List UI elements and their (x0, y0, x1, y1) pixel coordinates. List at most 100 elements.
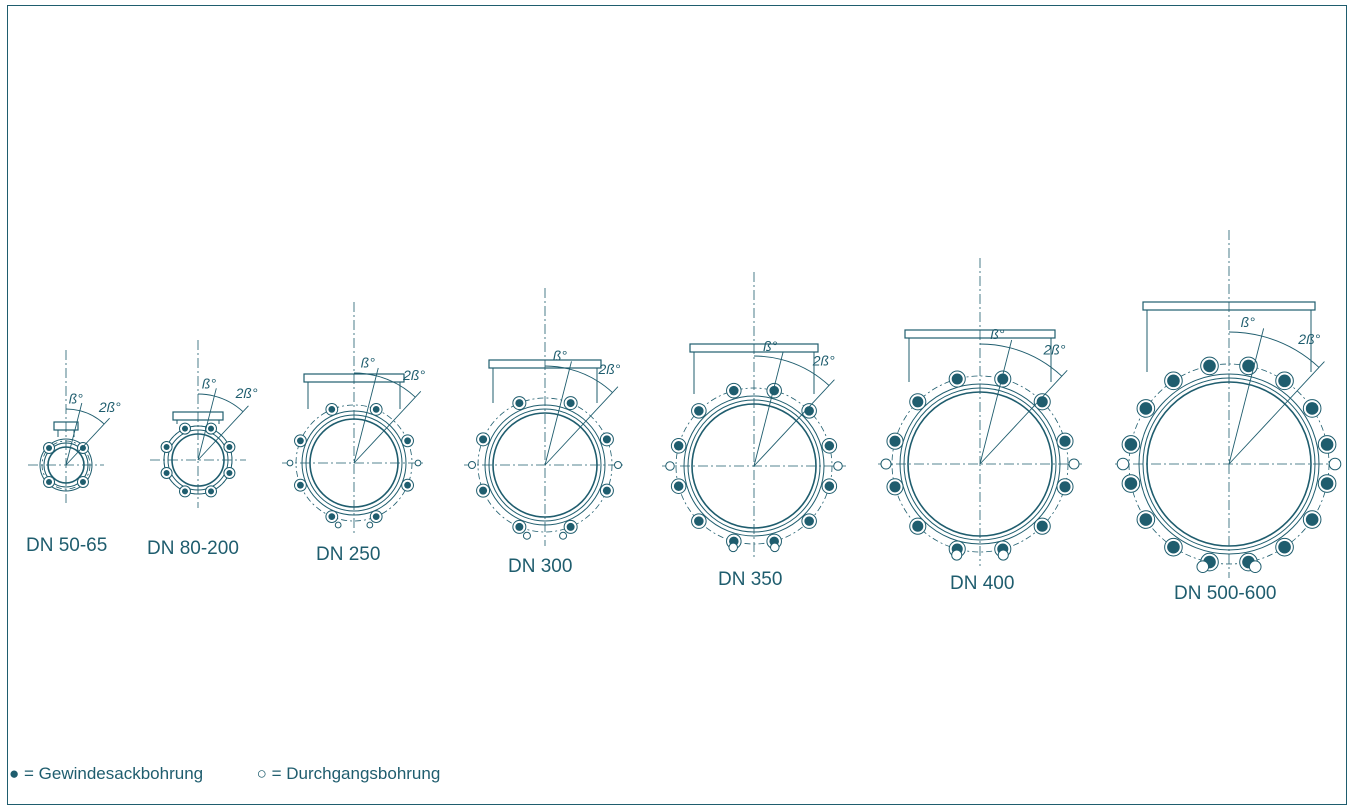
angle-line (353, 390, 422, 464)
beta-arc (753, 355, 782, 360)
threaded-hole (46, 478, 53, 485)
angle-line (544, 386, 619, 466)
through-hole (1248, 560, 1262, 574)
threaded-hole (163, 470, 170, 477)
beta-angle-label: ß° (763, 338, 778, 354)
flange-ring (488, 408, 602, 522)
flange-ring (47, 446, 85, 484)
threaded-hole (79, 445, 86, 452)
angle-line (1228, 328, 1265, 465)
bolt-circle (163, 425, 233, 495)
threaded-hole (1036, 520, 1048, 532)
two-beta-arc (376, 375, 416, 398)
through-hole (665, 461, 675, 471)
two-beta-angle-label: 2ß° (597, 361, 620, 377)
two-beta-arc (1009, 347, 1063, 377)
angle-line (753, 351, 784, 467)
legend-open-text: = Durchgangsbohrung (271, 764, 441, 783)
flange-ring (907, 391, 1053, 537)
through-hole (366, 521, 374, 529)
through-hole (614, 461, 622, 469)
beta-angle-label: ß° (202, 375, 217, 391)
flange-ring (39, 438, 93, 492)
threaded-hole (163, 443, 170, 450)
angle-line (979, 370, 1068, 465)
bolt-circle (675, 387, 833, 545)
flange-ring (167, 429, 229, 491)
legend: ● = Gewindesackbohrung ○ = Durchgangsboh… (9, 764, 440, 784)
threaded-hole (515, 399, 524, 408)
top-plate (488, 359, 602, 369)
two-beta-angle-label: 2ß° (402, 367, 425, 383)
angle-line (197, 405, 249, 461)
flange-ring (1138, 373, 1320, 555)
through-hole (1068, 458, 1080, 470)
bolt-circle (41, 440, 91, 490)
threaded-hole (1139, 513, 1153, 526)
threaded-hole (46, 445, 53, 452)
threaded-hole (912, 396, 924, 408)
threaded-hole (79, 478, 86, 485)
flange-ring (683, 395, 825, 537)
angle-line (753, 379, 835, 467)
threaded-hole (673, 441, 684, 451)
through-hole (522, 531, 531, 540)
flange-ring (687, 399, 821, 533)
threaded-hole (372, 406, 380, 413)
threaded-hole (889, 435, 901, 447)
beta-arc (65, 408, 80, 412)
threaded-hole (297, 481, 304, 489)
through-hole (414, 459, 422, 467)
angle-line (1228, 361, 1325, 465)
legend-open-symbol: ○ (256, 764, 267, 783)
flange-ring (43, 442, 89, 488)
threaded-hole (208, 488, 215, 495)
legend-filled-text: = Gewindesackbohrung (24, 764, 204, 783)
two-beta-arc (214, 395, 244, 413)
two-beta-arc (781, 358, 830, 386)
threaded-hole (769, 385, 779, 396)
angle-line (197, 388, 217, 461)
threaded-hole (515, 522, 524, 531)
threaded-hole (729, 385, 739, 396)
bolt-circle (891, 375, 1069, 553)
flange-ring (484, 404, 606, 526)
through-hole (286, 459, 294, 467)
top-plate (1142, 301, 1316, 311)
through-hole (1116, 457, 1130, 471)
valve-dn300: ß° 2ß° (464, 288, 626, 546)
valve-label-dn80-200: DN 80-200 (147, 538, 239, 559)
top-plate (303, 373, 405, 383)
through-hole (833, 461, 843, 471)
valve-label-dn300: DN 300 (508, 556, 573, 577)
threaded-hole (328, 513, 336, 520)
two-beta-angle-label: 2ß° (812, 352, 835, 368)
threaded-hole (804, 516, 814, 526)
beta-angle-label: ß° (69, 390, 84, 406)
threaded-hole (1059, 481, 1071, 493)
threaded-hole (181, 425, 188, 432)
two-beta-angle-label: 2ß° (98, 399, 121, 415)
through-hole (880, 458, 892, 470)
through-hole (951, 549, 963, 561)
threaded-hole (804, 406, 814, 416)
threaded-hole (404, 437, 411, 445)
threaded-hole (1242, 359, 1255, 373)
threaded-hole (694, 406, 704, 416)
threaded-hole (912, 520, 924, 532)
threaded-hole (824, 481, 835, 491)
through-hole (770, 542, 780, 553)
top-plate (904, 329, 1056, 339)
beta-angle-label: ß° (361, 355, 376, 371)
flange-ring (899, 383, 1061, 545)
threaded-hole (479, 435, 488, 444)
threaded-hole (1320, 438, 1334, 451)
threaded-hole (479, 486, 488, 495)
flange-ring (305, 414, 403, 512)
threaded-hole (1167, 540, 1180, 554)
flange-ring (1142, 377, 1316, 551)
threaded-hole (1139, 402, 1153, 415)
threaded-hole (1305, 513, 1319, 526)
two-beta-arc (569, 368, 613, 393)
